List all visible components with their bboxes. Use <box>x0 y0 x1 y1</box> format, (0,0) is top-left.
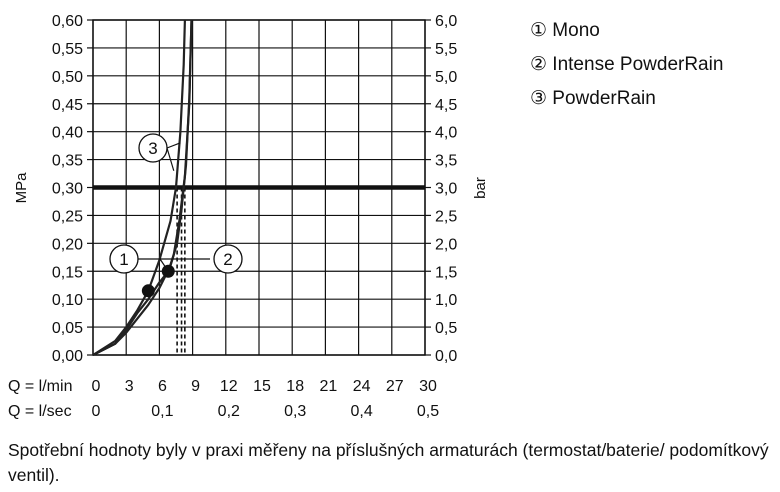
x-tick-label-lmin: 27 <box>386 378 404 395</box>
x-tick-label-lsec: 0,1 <box>151 403 173 420</box>
callout-circle-1 <box>109 244 139 274</box>
callout-label-1: 1 <box>119 250 128 269</box>
y-tick-label-bar: 3,5 <box>435 153 457 170</box>
y-axis-label-mpa: MPa <box>13 172 30 204</box>
y-tick-label-mpa: 0,05 <box>52 320 83 337</box>
y-tick-label-mpa: 0,10 <box>52 292 83 309</box>
y-tick-label-mpa: 0,15 <box>52 264 83 281</box>
x-tick-label-lsec: 0 <box>92 403 101 420</box>
y-tick-label-bar: 5,0 <box>435 69 457 86</box>
x-tick-label-lmin: 18 <box>286 378 304 395</box>
y-tick-label-bar: 5,5 <box>435 41 457 58</box>
y-tick-label-mpa: 0,25 <box>52 208 83 225</box>
callout-leader-1-point <box>159 258 169 272</box>
y-tick-label-mpa: 0,55 <box>52 41 83 58</box>
operating-point-series-1 <box>141 284 155 298</box>
callout-label-2: 2 <box>223 250 232 269</box>
y-tick-label-mpa: 0,50 <box>52 69 83 86</box>
y-tick-label-bar: 4,0 <box>435 125 457 142</box>
y-tick-label-mpa: 0,30 <box>52 181 83 198</box>
series-line-mono <box>92 19 186 356</box>
y-tick-label-mpa: 0,00 <box>52 348 83 365</box>
legend-item-powderrain: ③ PowderRain <box>530 88 656 109</box>
y-tick-label-mpa: 0,60 <box>52 13 83 30</box>
callout-leader-3b <box>166 142 181 149</box>
x-tick-label-lmin: 6 <box>158 378 167 395</box>
y-tick-label-bar: 2,5 <box>435 208 457 225</box>
y-axis-label-bar: bar <box>472 177 489 199</box>
legend-item-mono: ① Mono <box>530 20 600 41</box>
callout-label-3: 3 <box>148 139 157 158</box>
x-tick-label-lsec: 0,5 <box>417 403 439 420</box>
callout-circle-2 <box>213 244 243 274</box>
x-tick-label-lmin: 21 <box>320 378 338 395</box>
x-axis-label-lmin: Q = l/min <box>8 378 72 395</box>
y-tick-label-bar: 0,0 <box>435 348 457 365</box>
y-tick-label-mpa: 0,35 <box>52 153 83 170</box>
x-tick-label-lmin: 3 <box>125 378 134 395</box>
y-tick-label-bar: 3,0 <box>435 181 457 198</box>
y-tick-label-bar: 6,0 <box>435 13 457 30</box>
callout-circle-3 <box>138 133 168 163</box>
x-tick-label-lmin: 15 <box>253 378 271 395</box>
x-tick-label-lmin: 0 <box>92 378 101 395</box>
x-tick-label-lmin: 12 <box>220 378 238 395</box>
y-tick-label-bar: 2,0 <box>435 236 457 253</box>
y-tick-label-bar: 4,5 <box>435 97 457 114</box>
y-tick-label-mpa: 0,45 <box>52 97 83 114</box>
x-tick-label-lsec: 0,4 <box>350 403 372 420</box>
callout-leader-3 <box>166 147 175 171</box>
x-tick-label-lmin: 9 <box>191 378 200 395</box>
legend-item-intense-powderrain: ② Intense PowderRain <box>530 54 724 75</box>
y-tick-label-mpa: 0,20 <box>52 236 83 253</box>
x-tick-label-lmin: 24 <box>353 378 371 395</box>
y-tick-label-mpa: 0,40 <box>52 125 83 142</box>
series-line-powderrain <box>92 19 193 356</box>
y-tick-label-bar: 0,5 <box>435 320 457 337</box>
y-tick-label-bar: 1,5 <box>435 264 457 281</box>
x-axis-label-lsec: Q = l/sec <box>8 403 72 420</box>
x-tick-label-lsec: 0,3 <box>284 403 306 420</box>
legend: ① Mono ② Intense PowderRain ③ PowderRain <box>530 14 723 116</box>
footnote: Spotřební hodnoty byly v praxi měřeny na… <box>8 440 769 485</box>
y-tick-label-bar: 1,0 <box>435 292 457 309</box>
x-tick-label-lmin: 30 <box>419 378 437 395</box>
x-tick-label-lsec: 0,2 <box>218 403 240 420</box>
